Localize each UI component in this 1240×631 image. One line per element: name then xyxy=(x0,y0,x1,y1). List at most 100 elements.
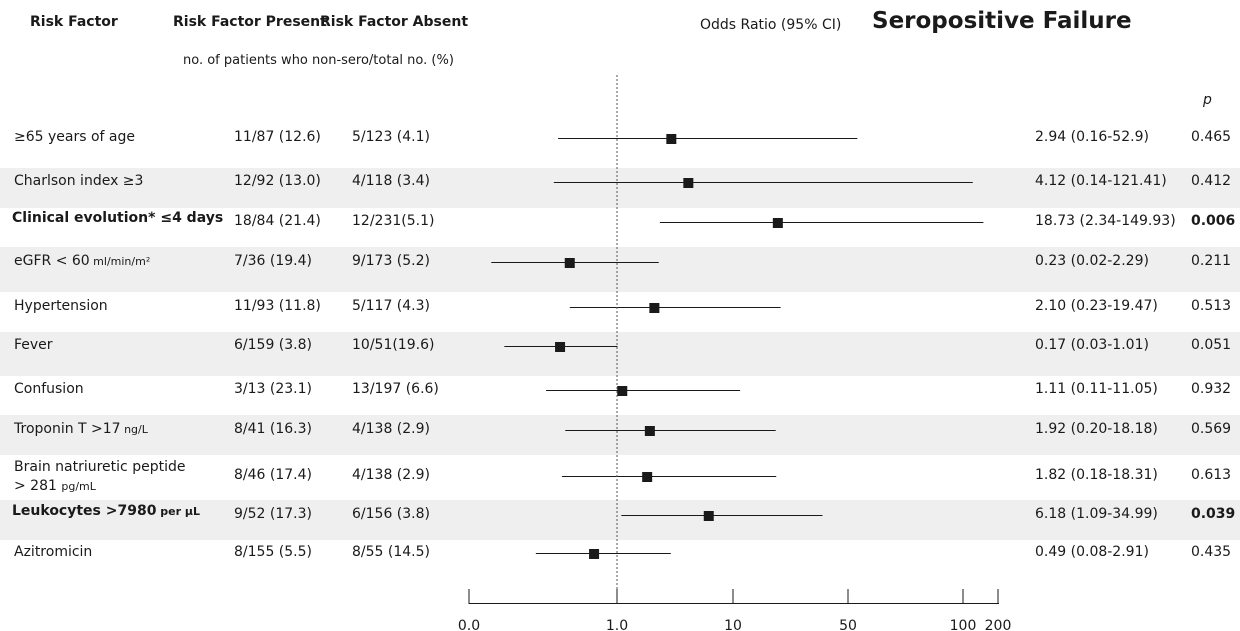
row-present: 11/87 (12.6) xyxy=(234,129,321,145)
row-ci-text: 1.82 (0.18-18.31) xyxy=(1035,467,1158,483)
row-present: 12/92 (13.0) xyxy=(234,173,321,189)
row-p-value: 0.006 xyxy=(1191,213,1236,229)
x-tick-label: 200 xyxy=(985,618,1012,631)
row-label-text: eGFR < 60 xyxy=(14,253,90,269)
point-estimate-marker xyxy=(772,218,783,228)
row-band xyxy=(0,332,1240,376)
row-absent: 9/173 (5.2) xyxy=(352,253,430,269)
x-tick-label: 50 xyxy=(839,618,857,631)
row-label: Leukocytes >7980 per μL xyxy=(12,503,200,519)
chart-title: Seropositive Failure xyxy=(872,8,1132,34)
row-ci-text: 2.94 (0.16-52.9) xyxy=(1035,129,1149,145)
row-absent: 5/117 (4.3) xyxy=(352,298,430,314)
row-p-value: 0.569 xyxy=(1191,421,1232,437)
point-estimate-marker xyxy=(555,342,566,352)
header-present: Risk Factor Present xyxy=(173,14,327,30)
header-p: p xyxy=(1203,92,1212,108)
row-present: 11/93 (11.8) xyxy=(234,298,321,314)
row-band xyxy=(0,168,1240,208)
point-estimate-marker xyxy=(617,386,628,396)
row-absent: 4/118 (3.4) xyxy=(352,173,430,189)
row-label-unit: ng/L xyxy=(120,423,148,436)
row-present: 7/36 (19.4) xyxy=(234,253,312,269)
row-label-text: Charlson index ≥3 xyxy=(14,173,144,189)
x-tick-label: 0.0 xyxy=(458,618,480,631)
row-present: 6/159 (3.8) xyxy=(234,337,312,353)
point-estimate-marker xyxy=(666,134,677,144)
row-present: 8/155 (5.5) xyxy=(234,544,312,560)
row-label-text: Fever xyxy=(14,337,53,353)
row-label-threshold: > 281 xyxy=(14,478,62,494)
point-estimate-marker xyxy=(642,472,653,482)
row-absent: 8/55 (14.5) xyxy=(352,544,430,560)
row-label: Hypertension xyxy=(14,298,108,314)
row-p-value: 0.211 xyxy=(1191,253,1232,269)
row-label: Clinical evolution* ≤4 days xyxy=(12,210,223,226)
row-p-value: 0.051 xyxy=(1191,337,1232,353)
row-present: 8/46 (17.4) xyxy=(234,467,312,483)
point-estimate-marker xyxy=(649,303,660,313)
row-label-line2: > 281 pg/mL xyxy=(14,478,96,494)
point-estimate-marker xyxy=(683,178,694,188)
row-ci-text: 2.10 (0.23-19.47) xyxy=(1035,298,1158,314)
row-absent: 13/197 (6.6) xyxy=(352,381,439,397)
row-label-text: Hypertension xyxy=(14,298,108,314)
row-p-value: 0.412 xyxy=(1191,173,1232,189)
row-absent: 6/156 (3.8) xyxy=(352,506,430,522)
point-estimate-marker xyxy=(564,258,575,268)
row-absent: 4/138 (2.9) xyxy=(352,467,430,483)
row-band xyxy=(0,415,1240,455)
row-p-value: 0.435 xyxy=(1191,544,1232,560)
row-label: Confusion xyxy=(14,381,84,397)
row-absent: 5/123 (4.1) xyxy=(352,129,430,145)
row-ci-text: 0.23 (0.02-2.29) xyxy=(1035,253,1149,269)
row-p-value: 0.613 xyxy=(1191,467,1232,483)
row-ci-text: 4.12 (0.14-121.41) xyxy=(1035,173,1167,189)
row-label: Fever xyxy=(14,337,53,353)
row-ci-text: 18.73 (2.34-149.93) xyxy=(1035,213,1176,229)
row-band xyxy=(0,247,1240,292)
point-estimate-marker xyxy=(703,511,714,521)
row-p-value: 0.513 xyxy=(1191,298,1232,314)
row-p-value: 0.039 xyxy=(1191,506,1236,522)
x-tick-label: 100 xyxy=(950,618,977,631)
row-present: 18/84 (21.4) xyxy=(234,213,321,229)
row-label: Azitromicin xyxy=(14,544,92,560)
row-label-unit: per μL xyxy=(156,505,200,518)
row-present: 8/41 (16.3) xyxy=(234,421,312,437)
row-ci-text: 0.17 (0.03-1.01) xyxy=(1035,337,1149,353)
x-tick-label: 1.0 xyxy=(606,618,628,631)
row-band xyxy=(0,500,1240,540)
row-ci-text: 0.49 (0.08-2.91) xyxy=(1035,544,1149,560)
row-p-value: 0.465 xyxy=(1191,129,1232,145)
row-ci-text: 6.18 (1.09-34.99) xyxy=(1035,506,1158,522)
row-label-unit: pg/mL xyxy=(61,480,96,493)
row-label-text: Clinical evolution* ≤4 days xyxy=(12,210,224,226)
point-estimate-marker xyxy=(589,549,600,559)
row-present: 3/13 (23.1) xyxy=(234,381,312,397)
row-absent: 10/51(19.6) xyxy=(352,337,435,353)
point-estimate-marker xyxy=(644,426,655,436)
row-label: Troponin T >17 ng/L xyxy=(14,421,148,437)
header-odds-ratio: Odds Ratio (95% CI) xyxy=(700,17,842,33)
row-label-text: Troponin T >17 xyxy=(14,421,121,437)
row-present: 9/52 (17.3) xyxy=(234,506,312,522)
row-ci-text: 1.92 (0.20-18.18) xyxy=(1035,421,1158,437)
row-label: eGFR < 60 ml/min/m² xyxy=(14,253,150,269)
header-absent: Risk Factor Absent xyxy=(320,14,469,30)
row-label-text: ≥65 years of age xyxy=(14,129,135,145)
row-ci-text: 1.11 (0.11-11.05) xyxy=(1035,381,1158,397)
header-risk-factor: Risk Factor xyxy=(30,14,118,30)
row-absent: 12/231(5.1) xyxy=(352,213,435,229)
row-label: ≥65 years of age xyxy=(14,129,135,145)
row-absent: 4/138 (2.9) xyxy=(352,421,430,437)
row-label-unit: ml/min/m² xyxy=(89,255,151,268)
row-label-text: Confusion xyxy=(14,381,84,397)
row-label: Charlson index ≥3 xyxy=(14,173,143,189)
row-p-value: 0.932 xyxy=(1191,381,1232,397)
row-label-text: Azitromicin xyxy=(14,544,93,560)
row-label: Brain natriuretic peptide xyxy=(14,459,186,475)
row-label-text: Leukocytes >7980 xyxy=(12,503,157,519)
x-tick-label: 10 xyxy=(724,618,742,631)
